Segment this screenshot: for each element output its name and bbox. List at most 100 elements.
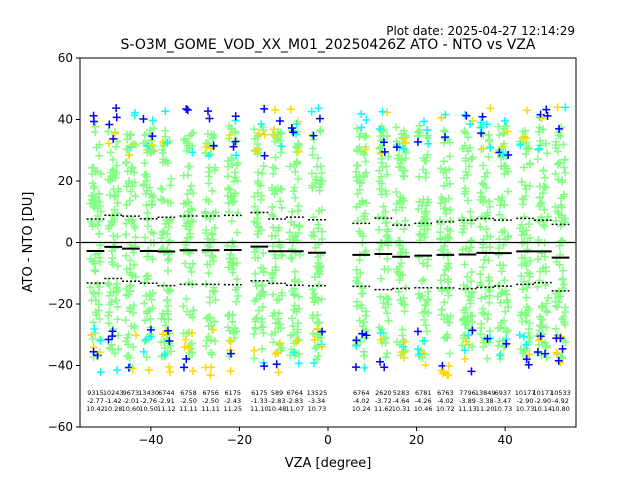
data-point <box>535 182 544 191</box>
data-point <box>89 117 98 126</box>
data-point <box>420 233 429 242</box>
data-point <box>440 298 449 307</box>
data-point <box>436 216 445 225</box>
data-point <box>274 128 283 137</box>
data-point <box>122 158 131 167</box>
data-point <box>515 331 524 340</box>
data-point <box>95 202 104 211</box>
data-point <box>186 186 195 195</box>
data-point <box>113 198 122 207</box>
data-point <box>202 213 211 222</box>
data-point <box>476 330 485 339</box>
data-point <box>148 255 157 264</box>
data-point <box>424 221 433 230</box>
data-point <box>251 325 260 334</box>
data-point <box>443 224 452 233</box>
data-point <box>290 267 299 276</box>
data-point <box>415 350 424 359</box>
data-point <box>380 265 389 274</box>
data-point <box>202 195 211 204</box>
data-point <box>376 357 385 366</box>
data-point <box>131 233 140 242</box>
data-point <box>140 131 149 140</box>
data-point <box>541 281 550 290</box>
data-point <box>483 231 492 240</box>
data-point <box>274 295 283 304</box>
data-point <box>148 193 157 202</box>
bin-stat-label: -3.72 <box>375 397 392 405</box>
data-point <box>146 126 155 135</box>
data-point <box>416 222 425 231</box>
data-point <box>292 143 301 152</box>
data-point <box>376 328 385 337</box>
data-point <box>229 142 238 151</box>
data-point <box>260 104 269 113</box>
data-point <box>89 318 98 327</box>
data-point <box>161 219 170 228</box>
data-point <box>104 319 113 328</box>
data-point <box>353 189 362 198</box>
data-point <box>420 117 429 126</box>
data-point <box>92 143 101 152</box>
data-point <box>462 111 471 120</box>
data-point <box>254 227 263 236</box>
data-point <box>130 261 139 270</box>
data-point <box>164 287 173 296</box>
data-point <box>379 138 388 147</box>
y-tick-label: 40 <box>58 113 73 127</box>
data-point <box>90 197 99 206</box>
data-point <box>158 309 167 318</box>
data-point <box>485 298 494 307</box>
data-point <box>395 262 404 271</box>
data-point <box>287 124 296 133</box>
data-point <box>211 337 220 346</box>
data-point <box>228 268 237 277</box>
data-point <box>379 202 388 211</box>
data-point <box>501 162 510 171</box>
data-point <box>356 337 365 346</box>
data-point <box>500 276 509 285</box>
data-point <box>485 327 494 336</box>
data-point <box>395 275 404 284</box>
data-point <box>415 126 424 135</box>
data-point <box>209 141 218 150</box>
data-point <box>88 222 97 231</box>
data-point <box>287 218 296 227</box>
data-point <box>556 292 565 301</box>
data-point <box>104 127 113 136</box>
data-point <box>362 198 371 207</box>
plot-area: 9315-2.7710.4210243-1.4210.289673-2.0110… <box>48 51 577 447</box>
data-point <box>95 151 104 160</box>
data-point <box>413 327 422 336</box>
bin-stat-label: 10.73 <box>308 405 327 413</box>
data-point <box>268 203 277 212</box>
data-point <box>353 273 362 282</box>
bin-stat-label: -3.38 <box>477 397 494 405</box>
data-point <box>123 135 132 144</box>
data-point <box>400 300 409 309</box>
data-point <box>187 206 196 215</box>
data-point <box>462 167 471 176</box>
data-point <box>294 206 303 215</box>
data-point <box>536 321 545 330</box>
data-point <box>181 259 190 268</box>
bin-stat-label: 6175 <box>251 389 268 397</box>
data-point <box>277 203 286 212</box>
data-point <box>275 320 284 329</box>
data-point <box>538 302 547 311</box>
data-point <box>520 346 529 355</box>
data-point <box>314 240 323 249</box>
data-point <box>315 114 324 123</box>
data-point <box>353 145 362 154</box>
data-point <box>209 209 218 218</box>
data-point <box>445 234 454 243</box>
data-point <box>355 316 364 325</box>
data-point <box>556 334 565 343</box>
data-point <box>225 130 234 139</box>
data-point <box>112 104 121 113</box>
data-point <box>273 226 282 235</box>
data-point <box>444 277 453 286</box>
data-point <box>478 263 487 272</box>
data-point <box>479 144 488 153</box>
data-point <box>105 308 114 317</box>
